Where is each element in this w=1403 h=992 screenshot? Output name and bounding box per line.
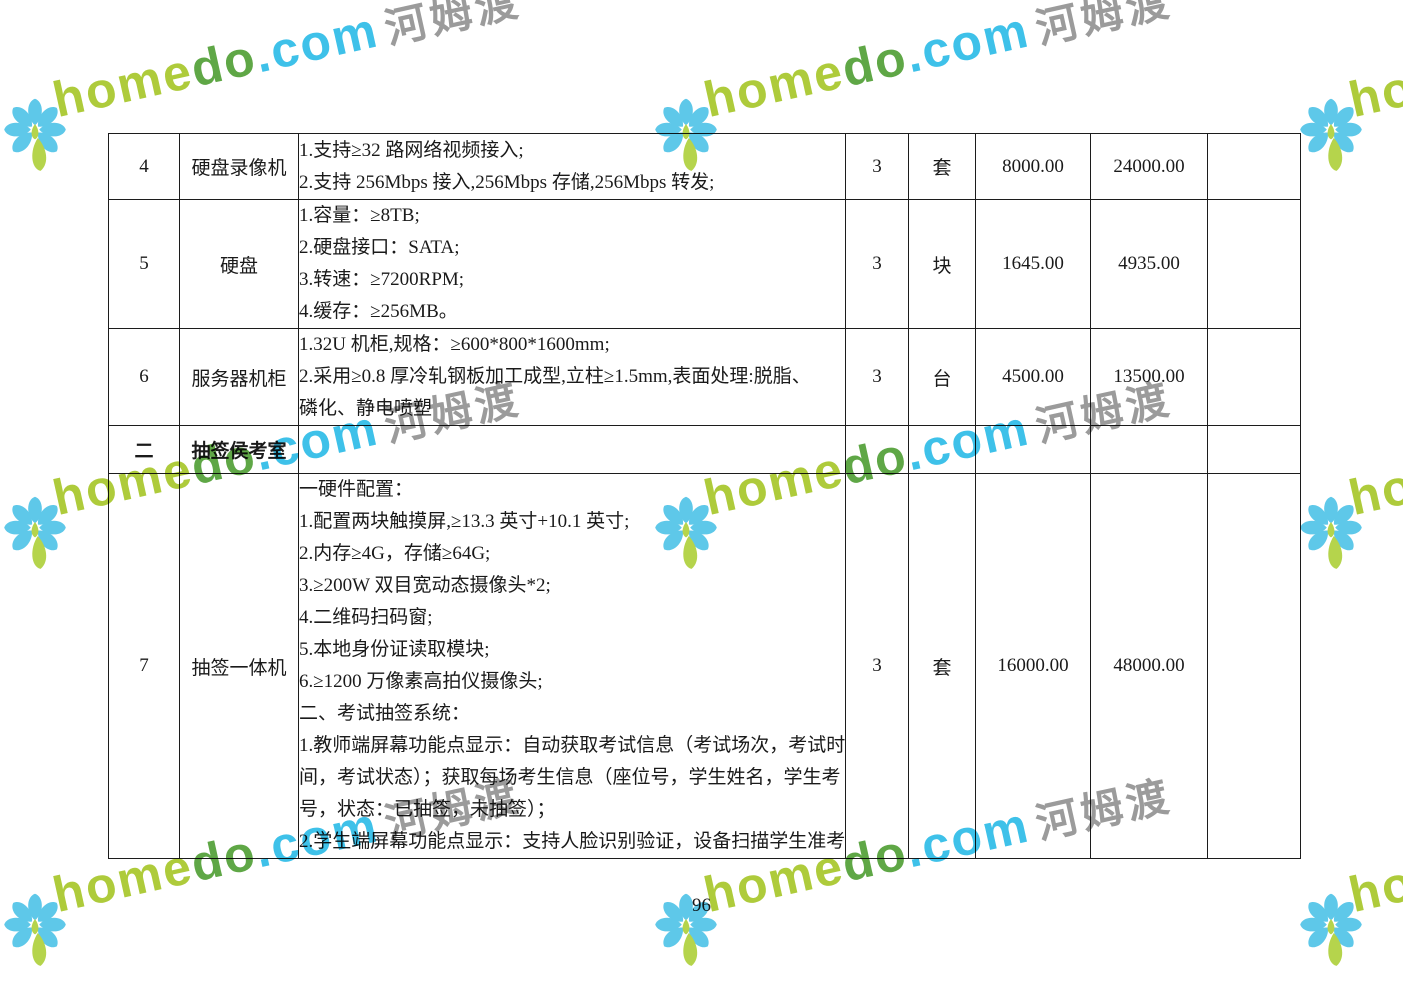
section-row: 二 抽签侯考室 — [108, 425, 1301, 474]
homedo-watermark: homedo.com河姆渡 — [1296, 441, 1403, 592]
unit-price: 16000.00 — [975, 473, 1091, 859]
spec-line: 1.配置两块触摸屏,≥13.3 英寸+10.1 英寸; — [299, 511, 630, 532]
spec-line: 号，状态：已抽签，未抽签）； — [299, 799, 556, 820]
spec-line: 磷化、静电喷塑 — [299, 398, 433, 419]
homedo-watermark-text: homedo.com河姆渡 — [1344, 0, 1403, 128]
homedo-watermark-text: homedo.com河姆渡 — [1344, 368, 1403, 526]
row-number: 4 — [108, 133, 180, 200]
item-name: 服务器机柜 — [179, 328, 299, 426]
row-number: 6 — [108, 328, 180, 426]
quantity: 3 — [845, 133, 909, 200]
spec-line: 4.缓存：≥256MB。 — [299, 301, 458, 322]
unit: 台 — [908, 328, 976, 426]
homedo-flower-icon — [1296, 96, 1366, 194]
watermark-com: .com — [249, 1, 384, 84]
spec-line: 1.容量：≥8TB; — [299, 205, 420, 226]
homedo-watermark: homedo.com河姆渡 — [0, 375, 525, 592]
homedo-watermark: homedo.com河姆渡 — [0, 0, 525, 194]
item-name: 硬盘录像机 — [179, 133, 299, 200]
spec-line: 一硬件配置： — [299, 479, 414, 500]
remark — [1207, 473, 1301, 859]
spec-line: 2.学生端屏幕功能点显示：支持人脸识别验证，设备扫描学生准考 — [299, 831, 846, 852]
watermark-home: home — [698, 42, 850, 128]
unit: 套 — [908, 133, 976, 200]
section-title: 抽签侯考室 — [179, 425, 299, 474]
spec-line: 6.≥1200 万像素高拍仪摄像头; — [299, 671, 543, 692]
spec-line: 二、考试抽签系统： — [299, 703, 471, 724]
watermark-com: .com — [900, 1, 1035, 84]
watermark-do: do — [185, 28, 262, 98]
remark — [1207, 133, 1301, 200]
quantity: 3 — [845, 199, 909, 329]
spec-line: 1.支持≥32 路网络视频接入; — [299, 139, 524, 161]
item-specs: 一硬件配置： 1.配置两块触摸屏,≥13.3 英寸+10.1 英寸; 2.内存≥… — [298, 473, 846, 859]
watermark-chinese: 河姆渡 — [1031, 0, 1177, 53]
spec-line: 3.转速：≥7200RPM; — [299, 269, 465, 290]
total-price: 13500.00 — [1090, 328, 1208, 426]
remark — [1207, 425, 1301, 474]
item-specs: 1.支持≥32 路网络视频接入; 2.支持 256Mbps 接入,256Mbps… — [298, 133, 846, 200]
total-price — [1090, 425, 1208, 474]
spec-line: 2.内存≥4G，存储≥64G; — [299, 543, 491, 564]
quantity: 3 — [845, 473, 909, 859]
page-number: 96 — [692, 895, 711, 916]
spec-line: 1.教师端屏幕功能点显示：自动获取考试信息（考试场次，考试时 — [299, 735, 846, 756]
quantity — [845, 425, 909, 474]
table-row-7: 7 抽签一体机 一硬件配置： 1.配置两块触摸屏,≥13.3 英寸+10.1 英… — [108, 473, 1301, 859]
homedo-watermark-text: homedo.com河姆渡 — [699, 0, 1177, 128]
table-row-6: 6 服务器机柜 1.32U 机柜,规格：≥600*800*1600mm; 2.采… — [108, 328, 1301, 426]
watermark-home: home — [1343, 440, 1403, 526]
spec-line: 5.本地身份证读取模块; — [299, 639, 490, 660]
spec-line: 2.采用≥0.8 厚冷轧钢板加工成型,立柱≥1.5mm,表面处理:脱脂、 — [299, 366, 811, 387]
remark — [1207, 199, 1301, 329]
unit-price: 8000.00 — [975, 133, 1091, 200]
item-specs — [298, 425, 846, 474]
total-price: 4935.00 — [1090, 199, 1208, 329]
item-name: 硬盘 — [179, 199, 299, 329]
quantity: 3 — [845, 328, 909, 426]
watermark-home: home — [1343, 42, 1403, 128]
section-number: 二 — [108, 425, 180, 474]
total-price: 48000.00 — [1090, 473, 1208, 859]
spec-line: 4.二维码扫码窗; — [299, 607, 433, 628]
unit: 块 — [908, 199, 976, 329]
homedo-flower-icon — [0, 96, 70, 194]
watermark-chinese: 河姆渡 — [380, 0, 526, 53]
spec-line: 1.32U 机柜,规格：≥600*800*1600mm; — [299, 334, 610, 355]
item-specs: 1.容量：≥8TB; 2.硬盘接口：SATA; 3.转速：≥7200RPM; 4… — [298, 199, 846, 329]
remark — [1207, 328, 1301, 426]
spec-line: 间，考试状态）；获取每场考生信息（座位号，学生姓名，学生考 — [299, 767, 841, 788]
item-specs: 1.32U 机柜,规格：≥600*800*1600mm; 2.采用≥0.8 厚冷… — [298, 328, 846, 426]
unit-price: 1645.00 — [975, 199, 1091, 329]
unit-price: 4500.00 — [975, 328, 1091, 426]
table-row-5: 5 硬盘 1.容量：≥8TB; 2.硬盘接口：SATA; 3.转速：≥7200R… — [108, 199, 1301, 329]
homedo-flower-icon — [0, 494, 70, 592]
unit: 套 — [908, 473, 976, 859]
watermark-do: do — [836, 28, 913, 98]
spec-line: 2.硬盘接口：SATA; — [299, 237, 460, 258]
homedo-flower-icon — [1296, 494, 1366, 592]
homedo-watermark-text: homedo.com河姆渡 — [48, 0, 526, 128]
row-number: 5 — [108, 199, 180, 329]
spec-line: 3.≥200W 双目宽动态摄像头*2; — [299, 575, 551, 596]
total-price: 24000.00 — [1090, 133, 1208, 200]
homedo-watermark: homedo.com河姆渡 — [1296, 43, 1403, 194]
unit — [908, 425, 976, 474]
watermark-home: home — [47, 42, 199, 128]
item-name: 抽签一体机 — [179, 473, 299, 859]
equipment-spec-table: 4 硬盘录像机 1.支持≥32 路网络视频接入; 2.支持 256Mbps 接入… — [108, 133, 1301, 859]
table-row-4: 4 硬盘录像机 1.支持≥32 路网络视频接入; 2.支持 256Mbps 接入… — [108, 133, 1301, 200]
spec-line: 2.支持 256Mbps 接入,256Mbps 存储,256Mbps 转发; — [299, 171, 715, 193]
row-number: 7 — [108, 473, 180, 859]
unit-price — [975, 425, 1091, 474]
